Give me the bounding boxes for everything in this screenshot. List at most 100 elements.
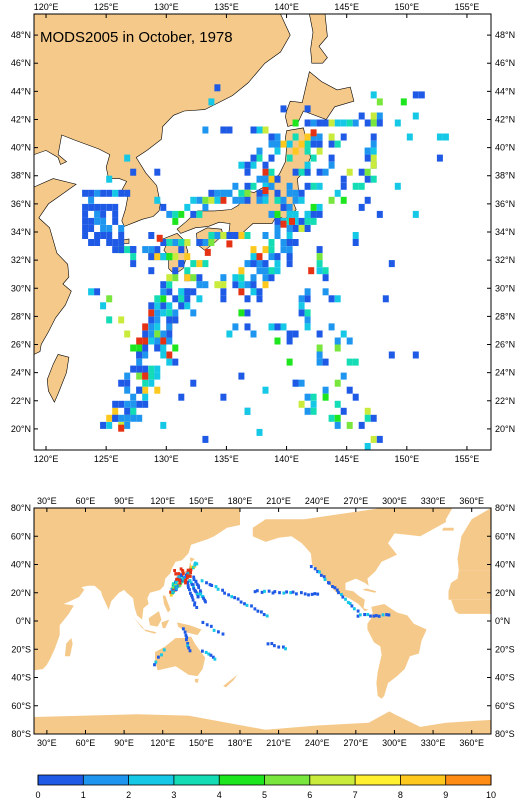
observation-cell	[316, 168, 323, 176]
observation-cell	[160, 302, 167, 310]
colorbar-label: 7	[353, 790, 358, 800]
observation-cell	[166, 316, 173, 324]
observation-cell	[340, 196, 347, 204]
top-map-lon-label-bottom: 125°E	[94, 454, 119, 464]
observation-cell	[262, 182, 269, 190]
global-observation-cell	[270, 642, 274, 646]
top-map-lat-label-right: 34°N	[495, 227, 515, 237]
observation-cell	[178, 288, 185, 296]
colorbar-label: 4	[217, 790, 222, 800]
observation-cell	[292, 189, 299, 197]
top-map-lon-label-top: 120°E	[34, 2, 59, 12]
observation-cell	[154, 337, 161, 345]
observation-cell	[118, 232, 125, 239]
observation-cell	[202, 196, 209, 204]
observation-cell	[88, 196, 95, 204]
bottom-map-lon-label-top: 120°E	[150, 496, 175, 506]
observation-cell	[364, 147, 371, 155]
observation-cell	[148, 372, 155, 380]
observation-cell	[322, 274, 329, 282]
global-observation-cell	[309, 565, 313, 569]
observation-cell	[178, 239, 185, 246]
global-observation-cell	[186, 644, 189, 648]
global-observation-cell	[184, 581, 187, 585]
observation-cell	[94, 232, 101, 239]
observation-cell	[142, 351, 149, 359]
global-observation-cell	[194, 589, 198, 593]
observation-cell	[118, 379, 125, 387]
global-observation-cell	[178, 574, 182, 578]
observation-cell	[304, 105, 311, 113]
observation-cell	[214, 189, 221, 197]
global-observation-cell	[180, 573, 184, 577]
global-observation-cell	[256, 609, 260, 613]
observation-cell	[118, 189, 125, 197]
global-observation-cell	[205, 623, 209, 627]
observation-cell	[280, 203, 287, 211]
bottom-map-lon-label-top: 60°E	[76, 496, 96, 506]
observation-cell	[310, 182, 317, 190]
global-observation-cell	[341, 595, 345, 599]
observation-cell	[154, 246, 161, 254]
observation-cell	[304, 147, 311, 155]
observation-cell	[172, 309, 179, 317]
observation-cell	[328, 161, 335, 169]
observation-cell	[286, 203, 293, 211]
observation-cell	[340, 372, 347, 380]
observation-cell	[136, 337, 143, 345]
global-observation-cell	[263, 589, 266, 593]
observation-cell	[262, 386, 269, 394]
observation-cell	[352, 358, 359, 366]
observation-cell	[202, 203, 209, 211]
global-observation-cell	[209, 624, 213, 628]
observation-cell	[214, 196, 221, 204]
observation-cell	[358, 182, 365, 190]
bottom-map-lon-label-bottom: 300°E	[382, 738, 407, 748]
madagascar-land	[64, 638, 73, 657]
observation-cell	[322, 288, 329, 296]
new-guinea-land	[176, 622, 202, 636]
observation-cell	[289, 217, 295, 225]
observation-cell	[250, 260, 257, 268]
observation-cell	[124, 407, 131, 415]
observation-cell	[160, 421, 167, 429]
observation-cell	[148, 365, 155, 373]
observation-cell	[118, 316, 125, 324]
observation-cell	[274, 260, 281, 268]
observation-cell	[316, 246, 323, 254]
observation-cell	[130, 246, 137, 254]
global-observation-cell	[318, 570, 321, 574]
observation-cell	[310, 407, 317, 415]
philippines-land	[162, 595, 171, 613]
observation-cell	[262, 260, 269, 268]
observation-cell	[190, 210, 197, 218]
observation-cell	[358, 168, 365, 176]
observation-cell	[154, 196, 161, 204]
observation-cell	[286, 253, 293, 261]
observation-cell	[346, 386, 353, 394]
bottom-map-lat-label-left: 80°N	[11, 503, 31, 513]
observation-cell	[154, 372, 161, 380]
observation-cell	[304, 393, 311, 401]
observation-cell	[328, 414, 335, 422]
observation-cell	[280, 105, 287, 113]
observation-cell	[160, 281, 167, 289]
observation-cell	[298, 225, 305, 232]
top-map-lon-label-top: 130°E	[154, 2, 179, 12]
observation-cell	[100, 421, 107, 429]
observation-cell	[136, 358, 143, 366]
observation-cell	[316, 182, 323, 190]
observation-cell	[308, 267, 315, 275]
observation-cell	[172, 210, 179, 218]
observation-cell	[112, 414, 119, 422]
global-observation-cell	[313, 592, 317, 596]
observation-cell	[142, 246, 149, 254]
observation-cell	[148, 379, 155, 387]
colorbar-label: 6	[307, 790, 312, 800]
top-map-lat-label-right: 32°N	[495, 255, 515, 265]
observation-cell	[316, 351, 323, 359]
observation-cell	[304, 288, 311, 296]
observation-cell	[118, 246, 125, 254]
observation-cell	[310, 154, 317, 162]
observation-cell	[184, 239, 191, 246]
